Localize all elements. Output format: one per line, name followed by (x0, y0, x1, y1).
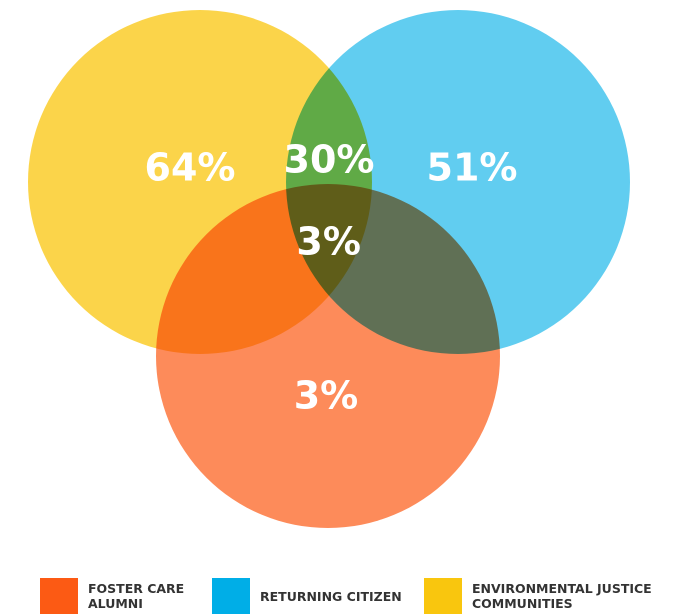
chart: 64% 51% 3% 30% 3% (28, 10, 630, 528)
legend-item: ENVIRONMENTAL JUSTICE COMMUNITIES (424, 578, 672, 614)
legend-item: RETURNING CITIZEN (212, 578, 420, 614)
legend-swatch (40, 578, 78, 614)
set-value-label: 64% (145, 146, 236, 190)
legend-item: FOSTER CARE ALUMNI (40, 578, 198, 614)
intersection-value-label: 3% (296, 220, 361, 264)
legend-swatch (424, 578, 462, 614)
legend-swatch (212, 578, 250, 614)
legend-label: FOSTER CARE ALUMNI (88, 581, 185, 611)
set-value-label: 3% (294, 374, 359, 418)
set-circle (156, 184, 500, 528)
set-value-label: 51% (427, 146, 518, 190)
legend-label: ENVIRONMENTAL JUSTICE COMMUNITIES (472, 581, 652, 611)
intersection-value-label: 30% (284, 138, 375, 182)
legend-label: RETURNING CITIZEN (260, 588, 402, 604)
